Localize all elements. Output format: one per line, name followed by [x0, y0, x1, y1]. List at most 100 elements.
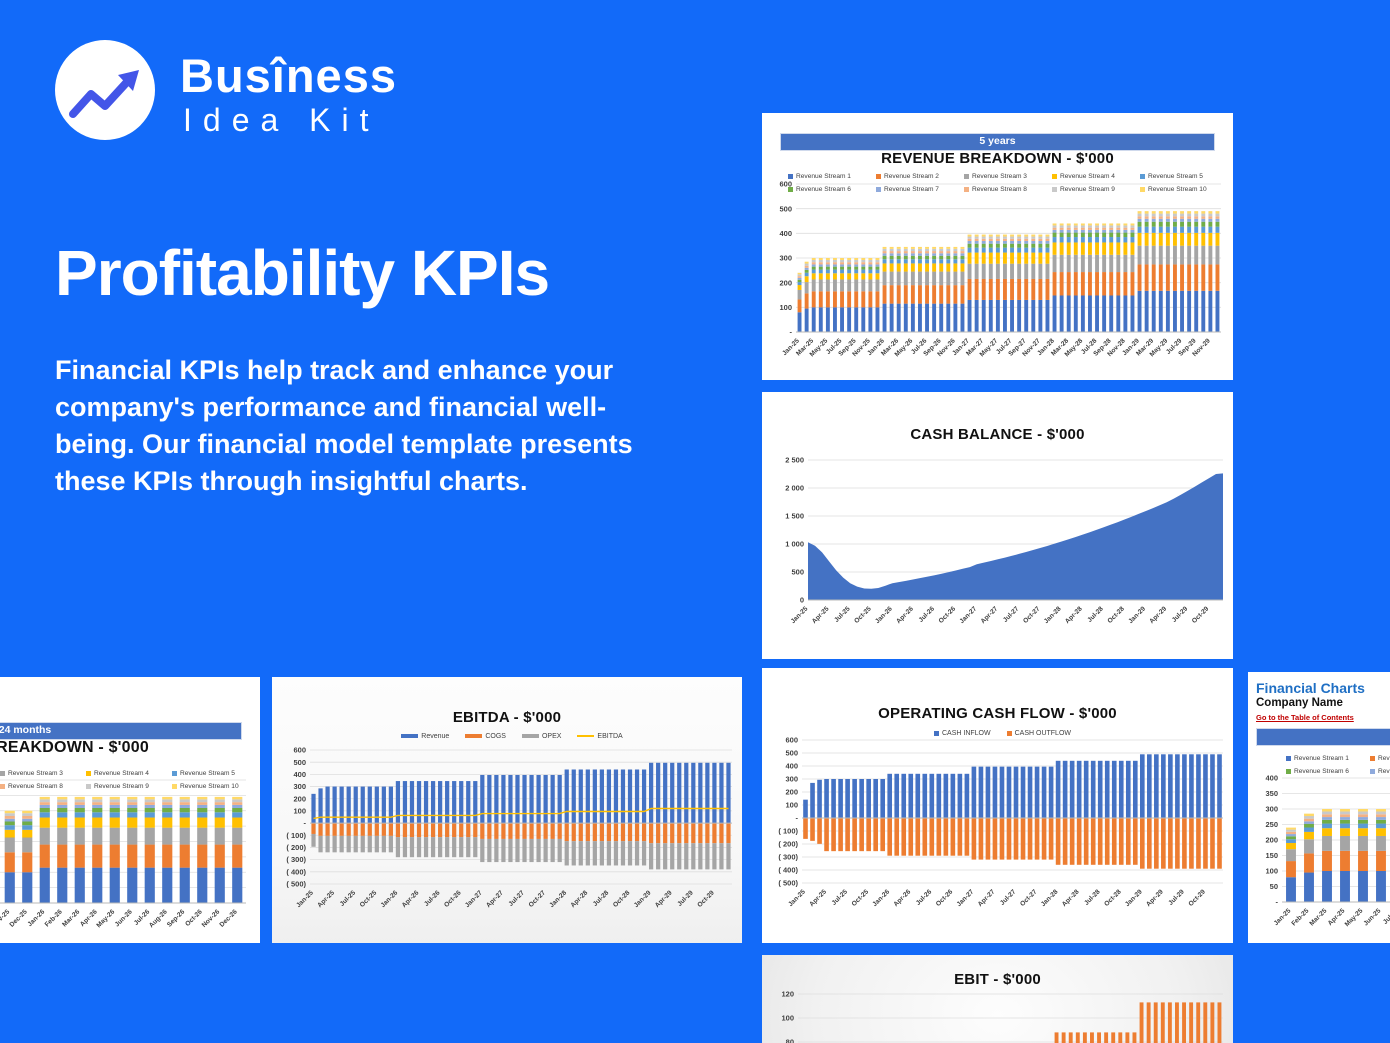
financial-charts-mini-plot: 400 350 300 250 200 150 100 50 - Jan-25 Feb-25 Mar-…: [1250, 772, 1390, 943]
period-banner: [1256, 728, 1390, 746]
legend-swatch: [933, 730, 939, 736]
legend-item: Revenue Stream 3: [964, 170, 1052, 183]
svg-text:Dec-25: Dec-25: [8, 908, 28, 928]
svg-text:Apr-28: Apr-28: [1061, 888, 1081, 908]
svg-text:Jan-26: Jan-26: [380, 889, 400, 909]
svg-text:( 100): ( 100): [286, 831, 306, 840]
legend-item: COGS: [465, 733, 506, 740]
svg-text:Jul-28: Jul-28: [592, 889, 611, 908]
svg-text:Jan-25: Jan-25: [790, 605, 810, 625]
table-of-contents-link[interactable]: Go to the Table of Contents: [1256, 713, 1354, 722]
legend-swatch: [172, 770, 177, 776]
svg-text:Jun-26: Jun-26: [114, 908, 134, 928]
svg-text:200: 200: [779, 278, 792, 287]
svg-text:Apr-28: Apr-28: [1064, 605, 1084, 625]
svg-text:250: 250: [1265, 820, 1278, 829]
legend-swatch: [86, 770, 91, 776]
legend-swatch: [465, 734, 483, 738]
chart-plot-svg: 40035030025020015010050-Jan-25Feb-25Mar-…: [1265, 774, 1390, 928]
svg-text:50: 50: [1270, 882, 1278, 891]
svg-text:80: 80: [786, 1038, 794, 1043]
svg-text:Apr-27: Apr-27: [980, 605, 1000, 625]
svg-text:Apr-26: Apr-26: [895, 605, 915, 625]
svg-text:Jan-29: Jan-29: [1127, 605, 1147, 625]
svg-text:Jan-25: Jan-25: [295, 889, 315, 909]
svg-text:150: 150: [1265, 851, 1278, 860]
legend-item: Revenue Stream 7: [1370, 765, 1390, 778]
period-banner: 24 months: [0, 722, 242, 740]
revenue-breakdown-5y-plot: 600 500 400 300 200 100- Jan-25 Mar-25 May-25 Jul…: [764, 179, 1231, 375]
page-title: Profitability KPIs: [55, 237, 550, 309]
legend-item: Revenue Stream 2: [1370, 752, 1390, 765]
legend-swatch: [577, 735, 595, 737]
svg-text:Apr-27: Apr-27: [977, 888, 997, 908]
svg-text:Jul-26: Jul-26: [423, 889, 442, 908]
svg-text:Jan-26: Jan-26: [871, 888, 891, 908]
svg-text:May-26: May-26: [95, 908, 116, 929]
svg-text:Jul-27: Jul-27: [1002, 605, 1021, 624]
page-description: Financial KPIs help track and enhance yo…: [55, 355, 633, 496]
svg-text:-: -: [304, 819, 307, 828]
legend-swatch: [1286, 755, 1291, 761]
svg-text:Apr-26: Apr-26: [401, 889, 421, 909]
brand-name: Busîness: [180, 49, 397, 102]
svg-text:( 300): ( 300): [778, 853, 798, 862]
legend-swatch: [1370, 755, 1375, 761]
legend-item: CASH INFLOW: [933, 730, 991, 737]
svg-text:Mar-25: Mar-25: [1308, 907, 1328, 927]
svg-text:500: 500: [791, 568, 804, 577]
operating-cash-flow-plot: 600 500 400 300 200 100 - ( 100) ( 200) ( 300) ( 4…: [764, 735, 1231, 930]
svg-text:600: 600: [293, 746, 306, 755]
ebit-plot: 12010080604020-Jan-25Apr-25Jul-25Oct-25J…: [764, 989, 1231, 1043]
chart-title: EBITDA - $'000: [452, 709, 562, 726]
legend-swatch: [1286, 768, 1291, 774]
svg-text:200: 200: [293, 794, 306, 803]
svg-text:Jan-29: Jan-29: [1124, 888, 1144, 908]
svg-text:Feb-25: Feb-25: [1290, 907, 1310, 927]
svg-text:-: -: [796, 814, 799, 823]
svg-text:( 500): ( 500): [286, 880, 306, 889]
svg-text:-: -: [790, 328, 793, 337]
legend-swatch: [1052, 173, 1057, 179]
svg-text:-: -: [1276, 898, 1279, 907]
legend-swatch: [521, 734, 539, 738]
svg-text:Apr-25: Apr-25: [316, 889, 336, 909]
legend-swatch: [0, 783, 5, 789]
legend-swatch: [1140, 186, 1145, 192]
svg-text:Sep-26: Sep-26: [166, 908, 186, 928]
trend-arrow-icon: [69, 70, 139, 118]
svg-text:500: 500: [779, 204, 792, 213]
svg-text:100: 100: [293, 807, 306, 816]
svg-text:( 200): ( 200): [778, 840, 798, 849]
chart-plot-svg: 40035030025020015010050-Jan-25Feb-25Mar-…: [0, 779, 246, 929]
svg-text:Jan-26: Jan-26: [26, 908, 46, 928]
svg-text:( 300): ( 300): [286, 855, 306, 864]
svg-text:( 400): ( 400): [286, 867, 306, 876]
legend-item: Revenue Stream 2: [876, 170, 964, 183]
svg-text:Apr-29: Apr-29: [1145, 888, 1165, 908]
legend-item: Revenue Stream 9: [86, 780, 172, 793]
svg-text:100: 100: [779, 303, 792, 312]
svg-text:Apr-29: Apr-29: [1148, 605, 1168, 625]
chart-title: OPERATING CASH FLOW - $'000: [878, 705, 1117, 722]
svg-text:Oct-26: Oct-26: [938, 605, 958, 625]
svg-text:400: 400: [779, 229, 792, 238]
legend-item: Revenue Stream 6: [1286, 765, 1370, 778]
svg-text:Jul-25: Jul-25: [339, 889, 358, 908]
svg-text:( 400): ( 400): [778, 866, 798, 875]
svg-text:Jan-29: Jan-29: [633, 889, 653, 909]
svg-text:Oct-29: Oct-29: [696, 889, 716, 909]
legend-swatch: [788, 186, 793, 192]
legend-item: Revenue Stream 5: [1140, 170, 1228, 183]
svg-text:Jan-27: Jan-27: [956, 888, 976, 908]
svg-text:( 500): ( 500): [778, 879, 798, 888]
svg-text:Oct-28: Oct-28: [1106, 605, 1126, 625]
svg-text:Jan-27: Jan-27: [958, 605, 978, 625]
svg-text:Apr-25: Apr-25: [808, 888, 828, 908]
svg-text:0: 0: [800, 596, 804, 605]
svg-text:300: 300: [293, 782, 306, 791]
svg-text:Dec-26: Dec-26: [218, 908, 238, 928]
